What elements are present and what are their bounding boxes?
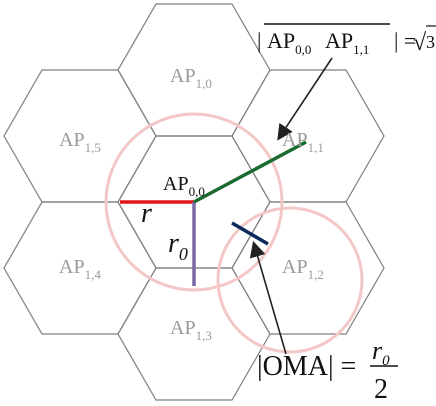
formula-oma-denominator: 2	[374, 374, 388, 405]
formula-ap-distance: | AP0,0 AP1,1 | = √ 3	[257, 23, 436, 57]
label-ap-1-1: AP1,1	[282, 129, 324, 155]
formula-oma-numerator: r0	[372, 336, 390, 369]
label-ap-1-0: AP1,0	[170, 65, 212, 91]
formula-eq: | =	[394, 28, 416, 53]
hex-cell-ap-1-5	[3, 69, 157, 203]
arrow-to-green-segment	[277, 57, 333, 141]
label-ap-1-2: AP1,2	[282, 256, 324, 282]
formula-oma-lhs: |OMA| =	[257, 351, 356, 382]
formula-sqrt: √	[413, 30, 427, 56]
label-r: r	[141, 198, 152, 229]
formula-three: 3	[426, 32, 435, 52]
label-ap-1-4: AP1,4	[59, 256, 101, 282]
coverage-circle-oma	[216, 206, 364, 354]
arrow-to-oma-segment	[249, 240, 287, 355]
formula-ap2: AP1,1	[325, 28, 369, 57]
label-ap-1-5: AP1,5	[59, 129, 101, 155]
label-ap-0-0: AP0,0	[163, 173, 205, 199]
formula-ap1: AP0,0	[267, 28, 311, 57]
label-r0: r0	[168, 228, 188, 264]
coverage-circle-center	[104, 112, 284, 292]
formula-oma: |OMA| = r0 2	[257, 336, 398, 405]
hex-cell-ap-1-1	[231, 69, 385, 203]
formula-open-bar: |	[257, 28, 261, 53]
hex-grid	[3, 3, 385, 401]
label-ap-1-3: AP1,3	[170, 317, 212, 343]
ap00-to-ap11-segment	[193, 140, 307, 204]
oma-segment	[231, 221, 269, 246]
